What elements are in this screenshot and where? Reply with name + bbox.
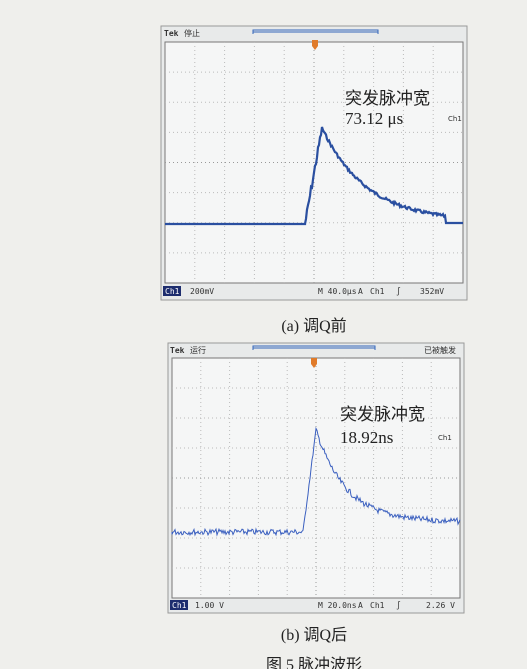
footer-slope: ∫ <box>396 287 401 296</box>
footer-level: 2.26 V <box>426 601 455 610</box>
footer-level: 352mV <box>420 287 444 296</box>
channel-marker: Ch1 <box>438 434 452 442</box>
footer-timebase: M 20.0ns <box>318 601 357 610</box>
caption-a: (a) 调Q前 <box>281 317 346 335</box>
footer-timebase: M 40.0μs <box>318 287 357 296</box>
scope-panel-b: Tek 运行 已被触发 突发脉冲宽 18.92ns Ch1 Ch1 1.00 V… <box>168 343 464 613</box>
footer-trigger: A <box>358 287 363 296</box>
annotation-value: 18.92ns <box>340 428 393 447</box>
channel-marker: Ch1 <box>448 115 462 123</box>
footer-trigger-channel: Ch1 <box>370 287 385 296</box>
footer-trigger-channel: Ch1 <box>370 601 385 610</box>
state: 运行 <box>190 345 206 355</box>
scope-panel-a: Tek 停止 突发脉冲宽 73.12 μs Ch1 Ch1 200mV M 40… <box>161 26 467 300</box>
figure: Tek 停止 突发脉冲宽 73.12 μs Ch1 Ch1 200mV M 40… <box>0 0 527 669</box>
caption-b: (b) 调Q后 <box>281 626 347 644</box>
footer-trigger: A <box>358 601 363 610</box>
brand: Tek <box>164 29 179 38</box>
annotation-title: 突发脉冲宽 <box>345 89 430 108</box>
annotation-title: 突发脉冲宽 <box>340 405 425 424</box>
footer-scale: 200mV <box>190 287 214 296</box>
brand: Tek <box>170 346 185 355</box>
footer-channel: Ch1 <box>165 287 180 296</box>
figure-caption: 图 5 脉冲波形 <box>266 656 362 669</box>
trigger-state: 已被触发 <box>424 345 456 355</box>
page: Tek 停止 突发脉冲宽 73.12 μs Ch1 Ch1 200mV M 40… <box>0 0 527 669</box>
footer-channel: Ch1 <box>172 601 187 610</box>
annotation-value: 73.12 μs <box>345 109 403 128</box>
footer-slope: ∫ <box>396 601 401 610</box>
state: 停止 <box>184 28 200 38</box>
footer-scale: 1.00 V <box>195 601 224 610</box>
